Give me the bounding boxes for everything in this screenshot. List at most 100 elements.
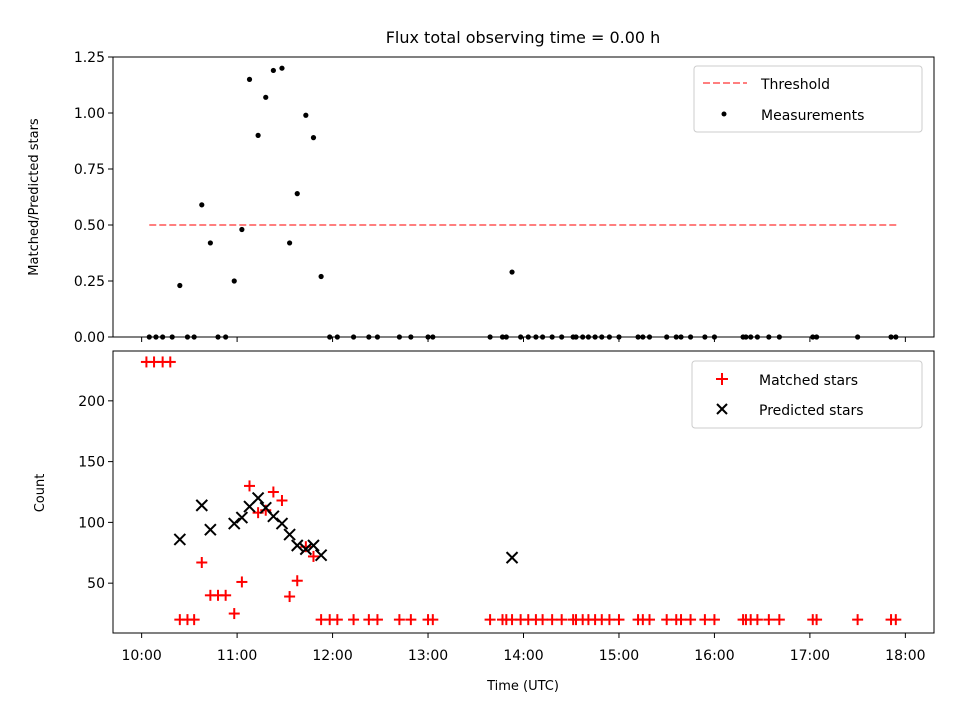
- matched-star-point: [763, 614, 775, 626]
- matched-star-point: [484, 614, 496, 626]
- matched-star-point: [427, 614, 439, 626]
- count-x-ticks: 10:00 11:00 12:00 13:00 14:00 15:00 16:00 17:00…: [121, 633, 926, 664]
- ratio-y-tick-label: 0.25: [74, 274, 105, 290]
- matched-star-point: [331, 614, 343, 626]
- legend-threshold-label: Threshold: [760, 77, 830, 93]
- matched-star-point: [260, 504, 272, 516]
- ratio-y-axis-label: Matched/Predicted stars: [27, 118, 42, 276]
- predicted-star-point: [228, 517, 241, 530]
- count-y-tick-label: 150: [78, 455, 105, 471]
- predicted-star-point: [291, 539, 304, 552]
- count-marks: [140, 356, 902, 626]
- ratio-y-tick-label: 0.50: [74, 218, 105, 234]
- figure-title: Flux total observing time = 0.00 h: [386, 28, 661, 47]
- count-legend-box: [691, 360, 923, 429]
- matched-star-point: [267, 486, 279, 498]
- measurement-point: [509, 269, 515, 275]
- count-y-tick-label: 50: [87, 576, 105, 592]
- matched-star-point: [228, 608, 240, 620]
- predicted-star-point: [307, 539, 320, 552]
- ratio-y-tick-label: 1.25: [74, 50, 105, 66]
- legend-measurements-swatch: [721, 111, 727, 117]
- matched-star-point: [196, 557, 208, 568]
- count-x-tick-label: 11:00: [217, 648, 257, 664]
- measurement-point: [279, 65, 285, 71]
- count-panel: 50 100 150 200 10:00 11:00 12:00 13:00 14:00 15:…: [33, 350, 935, 694]
- measurement-point: [310, 135, 317, 141]
- matched-star-point: [405, 614, 417, 626]
- ratio-y-ticks: 0.00 0.25 0.50 0.75 1.00 1.25: [74, 50, 113, 346]
- count-legend: Matched stars Predicted stars: [691, 360, 923, 429]
- ratio-legend: Threshold Measurements: [693, 65, 923, 133]
- count-x-tick-label: 12:00: [312, 648, 352, 664]
- legend-matched-swatch: [716, 373, 728, 385]
- count-x-tick-label: 14:00: [503, 648, 543, 664]
- matched-star-point: [685, 614, 697, 626]
- matched-star-point: [188, 614, 200, 626]
- ratio-panel: 0.00 0.25 0.50 0.75 1.00 1.25 Matched/Predict…: [27, 50, 935, 346]
- predicted-star-point: [235, 511, 249, 524]
- predicted-star-point: [251, 491, 265, 505]
- matched-star-point: [644, 614, 656, 626]
- matched-star-point: [811, 614, 823, 626]
- measurement-point: [255, 132, 261, 138]
- matched-star-point: [890, 614, 902, 626]
- matched-star-point: [348, 614, 360, 626]
- matched-star-point: [699, 614, 711, 626]
- measurement-point: [294, 191, 300, 197]
- measurement-point: [303, 112, 309, 118]
- legend-predicted-swatch: [716, 403, 728, 415]
- measurement-point: [239, 226, 245, 233]
- matched-star-point: [751, 614, 763, 626]
- measurement-point: [246, 76, 253, 82]
- predicted-star-point: [283, 528, 296, 541]
- count-x-tick-label: 16:00: [694, 648, 734, 664]
- matched-star-point: [603, 614, 615, 626]
- count-x-tick-label: 17:00: [790, 648, 830, 664]
- ratio-y-tick-label: 0.75: [74, 162, 105, 178]
- count-y-tick-label: 200: [78, 394, 105, 410]
- predicted-star-point: [275, 517, 289, 530]
- matched-star-point: [613, 614, 625, 626]
- count-plot-frame: [112, 350, 935, 634]
- matched-star-point: [556, 614, 568, 626]
- ratio-y-tick-label: 1.00: [74, 106, 105, 122]
- count-x-axis-label: Time (UTC): [486, 679, 559, 694]
- ratio-y-tick-label: 0.00: [74, 330, 105, 346]
- matched-star-point: [371, 614, 383, 626]
- measurement-point: [199, 202, 205, 208]
- predicted-star-point: [204, 523, 217, 536]
- matched-star-point: [661, 614, 673, 626]
- count-x-tick-label: 13:00: [408, 648, 448, 664]
- matched-star-point: [852, 614, 864, 626]
- predicted-star-point: [173, 533, 187, 546]
- legend-matched-label: Matched stars: [759, 373, 858, 389]
- measurement-point: [177, 282, 183, 289]
- legend-measurements-label: Measurements: [761, 108, 864, 124]
- matched-star-point: [708, 614, 720, 626]
- matched-star-point: [291, 575, 303, 587]
- matched-star-point: [546, 614, 558, 626]
- matched-star-point: [773, 614, 785, 626]
- predicted-star-point: [195, 499, 208, 512]
- matched-star-point: [393, 614, 405, 626]
- matched-star-point: [236, 576, 248, 588]
- measurement-point: [263, 94, 269, 100]
- predicted-star-point: [505, 551, 519, 564]
- measurement-point: [231, 278, 237, 284]
- count-y-ticks: 50 100 150 200: [78, 394, 113, 592]
- count-x-tick-label: 10:00: [121, 648, 161, 664]
- count-y-axis-label: Count: [33, 474, 48, 513]
- measurement-point: [318, 273, 324, 280]
- ratio-x-ticks: [141, 337, 906, 342]
- count-x-tick-label: 18:00: [885, 648, 925, 664]
- matched-star-point: [164, 356, 176, 368]
- matched-star-point: [220, 589, 232, 601]
- measurement-point: [287, 240, 293, 246]
- matched-star-point: [537, 614, 549, 626]
- measurement-point: [270, 67, 276, 74]
- matched-star-point: [276, 495, 288, 507]
- matched-star-point: [675, 614, 687, 626]
- legend-predicted-label: Predicted stars: [759, 403, 864, 419]
